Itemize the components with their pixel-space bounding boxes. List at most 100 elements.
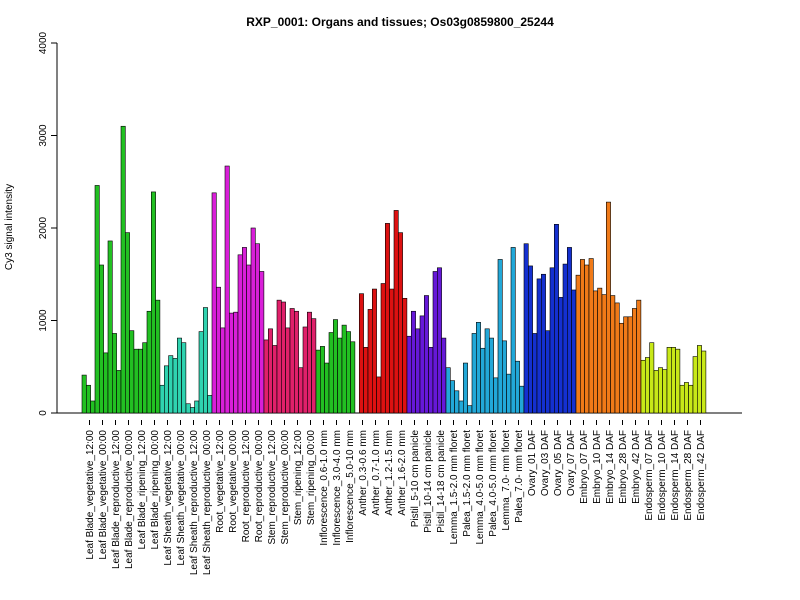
- bar: [384, 223, 390, 414]
- bar: [584, 264, 590, 414]
- bar: [168, 355, 174, 414]
- bar: [263, 339, 269, 414]
- bar: [402, 297, 408, 414]
- bar: [441, 337, 447, 414]
- bar: [696, 345, 702, 414]
- bar: [81, 374, 87, 414]
- x-tick-label: Anther_0.3-0.6 mm: [358, 430, 369, 516]
- bar: [293, 310, 299, 414]
- bar: [306, 311, 312, 414]
- x-tick-labels: Leaf Blade_vegetative_12:00 Leaf Blade_ve…: [85, 420, 707, 575]
- bar: [562, 263, 568, 414]
- bar: [514, 360, 520, 414]
- x-tick-label: Pistil_14-18 cm panicle: [436, 430, 447, 533]
- bar: [449, 380, 455, 414]
- bar: [666, 347, 672, 414]
- bar: [190, 407, 195, 414]
- bar: [592, 290, 598, 414]
- bar: [94, 185, 100, 414]
- bar: [146, 310, 152, 414]
- bar: [419, 315, 425, 414]
- bar: [436, 267, 442, 414]
- x-tick-label: Ovary_07 DAF: [566, 430, 577, 496]
- bar: [345, 331, 351, 414]
- bar: [545, 330, 551, 414]
- bar: [142, 342, 148, 414]
- bar: [341, 324, 347, 414]
- bar: [484, 328, 490, 414]
- bar: [523, 243, 529, 414]
- bar: [588, 258, 594, 414]
- bar: [363, 347, 369, 414]
- x-tick-label: Leaf Blade_ripening_12:00: [137, 430, 148, 550]
- bar: [536, 278, 542, 414]
- bar: [610, 295, 616, 414]
- bar: [164, 365, 169, 414]
- bar: [185, 403, 191, 414]
- bar: [367, 309, 373, 414]
- bar: [337, 337, 343, 414]
- bar: [493, 377, 499, 414]
- bar: [462, 362, 468, 414]
- y-tick-label: 1000: [38, 309, 49, 332]
- x-tick-label: Root_vegetative_12:00: [215, 430, 226, 533]
- x-tick-label: Palea_4.0-5.0 mm floret: [488, 430, 499, 537]
- bar: [679, 384, 685, 414]
- bar: [566, 247, 572, 414]
- bar: [432, 271, 438, 414]
- x-tick-label: Endosperm_28 DAF: [683, 430, 694, 521]
- bar: [540, 273, 546, 414]
- bar: [211, 192, 217, 414]
- bar: [194, 400, 200, 414]
- bar: [627, 316, 633, 414]
- bar: [614, 302, 620, 414]
- x-tick-label: Anther_0.7-1.0 mm: [371, 430, 382, 516]
- x-tick-label: Root_reproductive_12:00: [241, 430, 252, 543]
- bar: [406, 335, 412, 414]
- bar: [237, 254, 243, 414]
- x-tick-label: Pistil_5-10 cm panicle: [410, 430, 421, 528]
- bar: [558, 297, 564, 414]
- bar: [488, 337, 494, 414]
- bar: [220, 327, 226, 414]
- bar: [289, 308, 295, 414]
- chart-title: RXP_0001: Organs and tissues; Os03g08598…: [246, 15, 554, 29]
- y-tick-label: 2000: [38, 216, 49, 239]
- bar: [285, 327, 291, 414]
- bar: [519, 385, 525, 414]
- bar: [276, 299, 282, 414]
- x-tick-label: Leaf Blade_ripening_00:00: [150, 430, 161, 550]
- x-tick-label: Ovary_03 DAF: [540, 430, 551, 496]
- bar: [298, 367, 304, 414]
- x-tick-label: Leaf Blade_reproductive_00:00: [124, 430, 135, 569]
- bar: [631, 308, 637, 414]
- bar: [662, 369, 668, 414]
- x-tick-label: Lemma_4.0-5.0 mm floret: [475, 430, 486, 545]
- x-tick-label: Stem_ripening_00:00: [306, 430, 317, 526]
- bar: [328, 332, 334, 414]
- x-tick-label: Anther_1.2-1.5 mm: [384, 430, 395, 516]
- bar: [242, 247, 247, 414]
- bar: [181, 342, 187, 414]
- x-tick-label: Embryo_07 DAF: [579, 430, 590, 504]
- bar: [233, 311, 239, 414]
- bar: [497, 259, 503, 414]
- x-tick-label: Leaf Sheath_vegetative_00:00: [176, 430, 187, 566]
- y-axis-label: Cy3 signal intensity: [4, 184, 15, 270]
- x-tick-label: Embryo_10 DAF: [592, 430, 603, 504]
- bar: [527, 265, 533, 414]
- x-tick-label: Stem_reproductive_12:00: [267, 430, 278, 545]
- bar: [553, 224, 559, 414]
- bar: [657, 367, 663, 414]
- x-tick-label: Stem_reproductive_00:00: [280, 430, 291, 545]
- bar: [86, 384, 91, 414]
- bar: [458, 400, 464, 414]
- y-tick-label: 4000: [38, 31, 49, 54]
- x-tick-label: Leaf Sheath_vegetative_12:00: [163, 430, 174, 566]
- x-tick-label: Lemma_7.0- mm floret: [501, 430, 512, 531]
- bar: [177, 337, 182, 414]
- bar: [532, 333, 538, 414]
- bar: [224, 165, 230, 414]
- bar: [207, 395, 213, 414]
- bar: [701, 350, 707, 414]
